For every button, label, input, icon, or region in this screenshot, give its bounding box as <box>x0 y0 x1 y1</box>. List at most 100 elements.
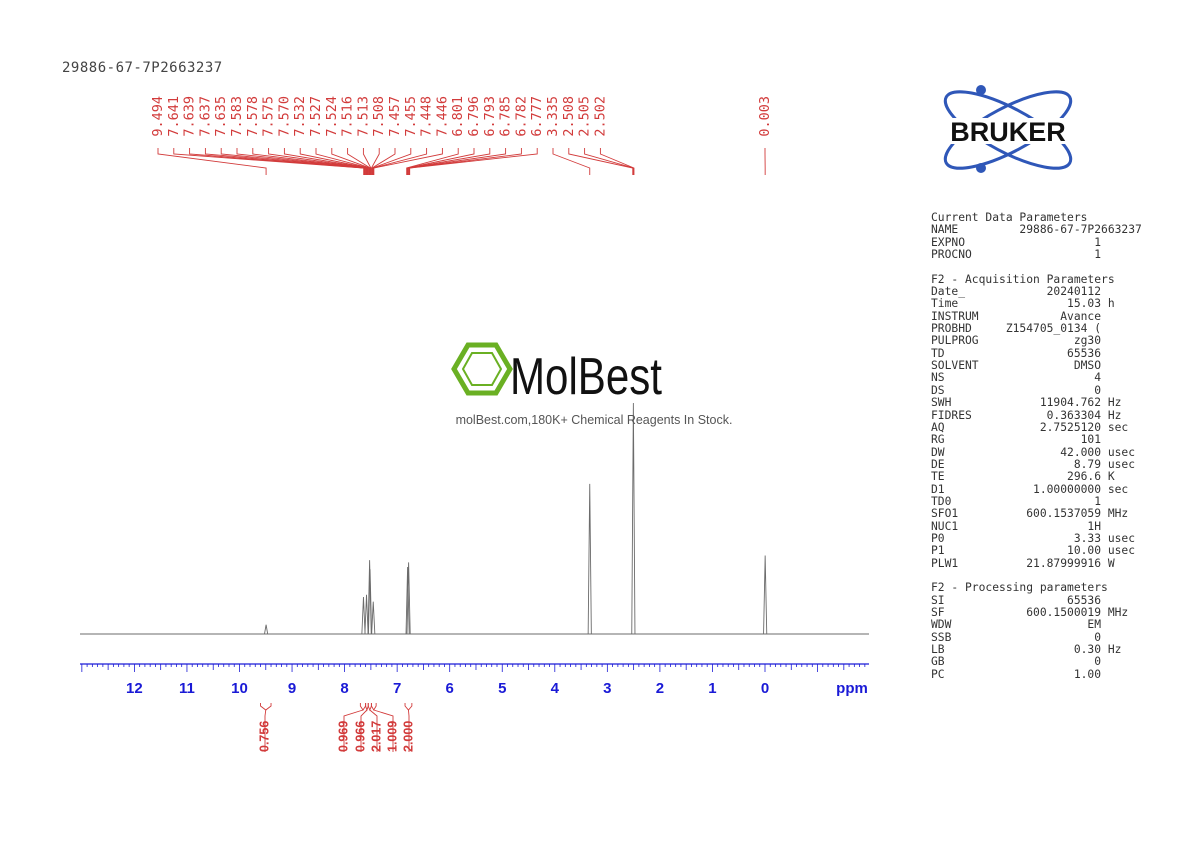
axis-tick-label: 12 <box>126 680 143 697</box>
parameter-section-heading: F2 - Processing parameters <box>931 581 1108 595</box>
axis-tick-label: 10 <box>231 680 248 697</box>
integral-value: 0.966 <box>353 721 367 752</box>
axis-tick-label: 1 <box>708 680 716 697</box>
parameter-row: RG 101 <box>931 433 1102 447</box>
integral-connector <box>373 709 394 752</box>
parameter-row: PLW1 21.87999916 W <box>931 556 1115 570</box>
peak-label: 7.575 <box>261 96 277 137</box>
parameter-section-heading: Current Data Parameters <box>931 211 1088 224</box>
parameter-row: WDW EM <box>931 618 1102 632</box>
peak-label-connector <box>568 148 634 175</box>
spectrum-peak <box>405 566 410 635</box>
parameter-section-heading: F2 - Acquisition Parameters <box>931 272 1115 286</box>
parameter-row: LB 0.30 Hz <box>931 643 1122 657</box>
peak-label-connector <box>406 148 475 175</box>
peak-label-connector <box>299 148 369 175</box>
peak-label: 7.516 <box>340 96 356 137</box>
peak-label-connector <box>406 148 459 175</box>
parameter-row: Time 15.03 h <box>931 297 1115 311</box>
svg-text:MolBest: MolBest <box>510 348 662 406</box>
peak-label-connector <box>599 148 635 175</box>
parameter-row: SI 65536 <box>931 593 1102 607</box>
axis-tick-label: 5 <box>498 680 506 697</box>
peak-label: 6.796 <box>466 96 482 137</box>
spectrum-peak <box>364 594 369 635</box>
integral-bracket <box>359 703 367 711</box>
integral-connector <box>343 709 364 752</box>
peak-label: 7.570 <box>276 96 292 137</box>
peak-label-connector <box>173 148 365 175</box>
parameter-row: TD 65536 <box>931 346 1102 360</box>
axis-tick-label: 8 <box>340 680 348 697</box>
axis-tick-label: 3 <box>603 680 611 697</box>
parameter-row: AQ 2.7525120 sec <box>931 420 1129 434</box>
peak-label: 7.578 <box>245 96 261 137</box>
peak-label-connector <box>409 148 538 175</box>
parameter-row: P1 10.00 usec <box>931 544 1136 558</box>
parameter-row: TE 296.6 K <box>931 470 1115 484</box>
integral-bracket <box>370 703 377 711</box>
axis-tick-label: 2 <box>656 680 664 697</box>
peak-label: 7.446 <box>434 96 450 137</box>
peak-label-connector <box>268 148 368 175</box>
spectrum-layer <box>80 402 869 635</box>
spectrum-peak <box>763 555 768 635</box>
peak-label: 7.513 <box>355 96 371 137</box>
sample-title: 29886-67-7P2663237 <box>62 60 223 76</box>
peak-label-connector <box>315 148 370 175</box>
peak-label: 6.785 <box>498 96 514 137</box>
axis-tick-label: 7 <box>393 680 401 697</box>
parameter-row: SSB 0 <box>931 630 1102 644</box>
spectrum-peak <box>367 569 373 635</box>
acquisition-parameters-panel: Current Data Parameters NAME 29886-67-7P2… <box>931 211 1142 681</box>
peak-label: 7.635 <box>213 96 229 137</box>
axis-tick-label: 11 <box>179 680 195 697</box>
peak-label: 3.335 <box>545 96 561 137</box>
spectrum-peak <box>587 483 592 635</box>
peak-label-connector <box>252 148 368 175</box>
peak-label: 2.502 <box>592 96 608 137</box>
svg-text:BRUKER: BRUKER <box>950 117 1066 147</box>
peak-label-connector <box>157 148 267 175</box>
peak-label: 7.639 <box>182 96 198 137</box>
bruker-logo: BRUKER <box>926 85 1089 173</box>
peak-label: 6.782 <box>513 96 529 137</box>
integral-connector <box>407 709 410 752</box>
integral-value: 0.756 <box>257 721 271 752</box>
integral-connector <box>360 709 368 752</box>
peak-label-connector <box>372 148 412 175</box>
spectrum-peak <box>631 402 636 635</box>
peak-label: 7.583 <box>229 96 245 137</box>
peak-label-connector <box>371 148 396 175</box>
parameter-row: INSTRUM Avance <box>931 309 1102 323</box>
molbest-watermark: MolBest <box>451 342 662 406</box>
integral-bracket <box>404 703 413 711</box>
parameter-row: PC 1.00 <box>931 667 1102 681</box>
spectrum-peak <box>406 562 411 635</box>
peak-label: 6.801 <box>450 96 466 137</box>
axis-tick-label: 6 <box>446 680 454 697</box>
peak-label: 7.532 <box>292 96 308 137</box>
axis-tick-label: 4 <box>551 680 560 697</box>
peak-label-connector <box>407 148 491 175</box>
peak-label: 6.793 <box>482 96 498 137</box>
parameter-row: DE 8.79 usec <box>931 457 1136 471</box>
integral-connector <box>264 709 267 752</box>
parameter-row: NAME 29886-67-7P2663237 <box>931 223 1142 237</box>
peak-label: 7.641 <box>166 96 182 137</box>
peak-label: 7.448 <box>419 96 435 137</box>
peak-label-connector <box>331 148 371 175</box>
parameter-row: SF 600.1500019 MHz <box>931 606 1129 619</box>
axis-tick-label: 9 <box>288 680 296 697</box>
peak-label-connector <box>408 148 507 175</box>
parameter-row: SOLVENT DMSO <box>931 359 1102 373</box>
spectrum-peak <box>371 601 376 635</box>
spectrum-peak <box>361 597 366 635</box>
parameter-spacer <box>931 261 1142 273</box>
parameter-row: Date_ 20240112 <box>931 285 1102 299</box>
peak-label: 7.637 <box>197 96 213 137</box>
axis-unit-label: ppm <box>836 680 868 697</box>
peak-label-connector <box>189 148 365 175</box>
integral-connector <box>369 709 378 752</box>
